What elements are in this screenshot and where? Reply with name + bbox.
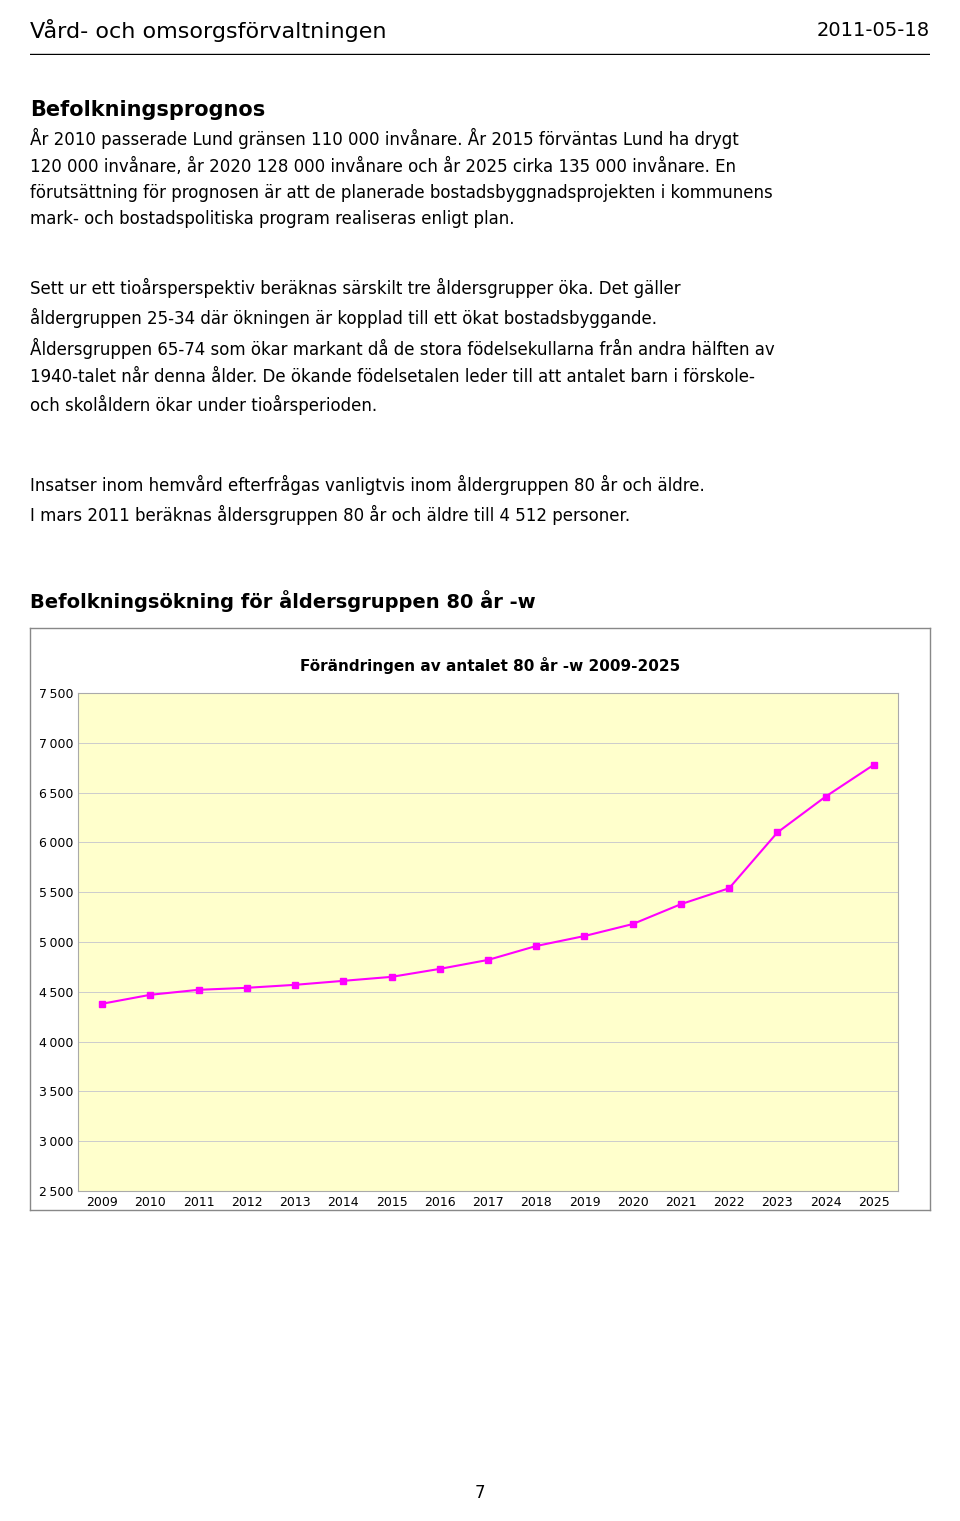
Text: Förändringen av antalet 80 år -w 2009-2025: Förändringen av antalet 80 år -w 2009-20… xyxy=(300,657,680,674)
Text: Insatser inom hemvård efterfrågas vanligtvis inom åldergruppen 80 år och äldre.
: Insatser inom hemvård efterfrågas vanlig… xyxy=(30,475,705,525)
Text: 2011-05-18: 2011-05-18 xyxy=(817,21,930,41)
Text: Vård- och omsorgsförvaltningen: Vård- och omsorgsförvaltningen xyxy=(30,20,387,43)
Text: År 2010 passerade Lund gränsen 110 000 invånare. År 2015 förväntas Lund ha drygt: År 2010 passerade Lund gränsen 110 000 i… xyxy=(30,128,773,228)
Text: Befolkningsprognos: Befolkningsprognos xyxy=(30,100,265,120)
Text: Befolkningsökning för åldersgruppen 80 år -w: Befolkningsökning för åldersgruppen 80 å… xyxy=(30,590,536,611)
Text: Sett ur ett tioårsperspektiv beräknas särskilt tre åldersgrupper öka. Det gäller: Sett ur ett tioårsperspektiv beräknas sä… xyxy=(30,278,775,415)
Text: 7: 7 xyxy=(475,1483,485,1501)
